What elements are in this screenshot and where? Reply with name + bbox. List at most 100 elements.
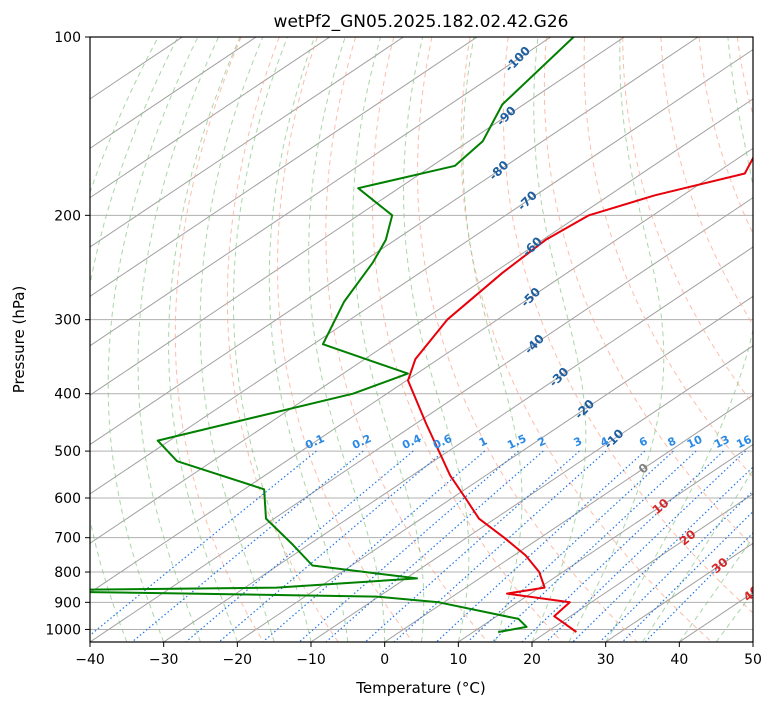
- moist-adiabat: [679, 37, 775, 642]
- moist-adiabat: [463, 37, 522, 642]
- plot-frame: [90, 37, 753, 642]
- y-tick-label: 300: [54, 313, 81, 329]
- x-tick-label: −10: [296, 652, 326, 668]
- isotherm: [0, 37, 775, 642]
- pressure-gridlines: [90, 37, 753, 629]
- moist-adiabat: [606, 37, 761, 642]
- mixing-ratio-line: [365, 451, 579, 642]
- mixing-ratio-label: 3: [572, 434, 584, 449]
- mixing-ratio-label: 0.1: [303, 432, 326, 452]
- isotherm: [0, 37, 772, 642]
- moist-adiabat: [404, 37, 469, 642]
- mixing-ratio-line: [492, 451, 696, 642]
- moist-adiabat: [79, 37, 178, 642]
- mixing-ratio-line: [573, 451, 770, 642]
- x-tick-label: −20: [223, 652, 253, 668]
- y-tick-label: 700: [54, 531, 81, 547]
- mixing-ratio-line: [436, 451, 644, 642]
- isotherm: [164, 37, 775, 642]
- isotherm: [458, 37, 775, 642]
- isotherm: [606, 37, 775, 642]
- isotherm-label: -90: [494, 103, 519, 128]
- x-tick-label: −40: [75, 652, 105, 668]
- mixing-ratio-line: [546, 451, 745, 642]
- moist-adiabat-label: 10: [650, 496, 672, 517]
- isotherm-lines: [0, 37, 775, 642]
- x-tick-label: 30: [597, 652, 615, 668]
- mixing-ratio-label: 2: [535, 434, 547, 449]
- mixing-ratio-label: 6: [637, 434, 650, 449]
- isotherm: [0, 37, 477, 642]
- moist-adiabat-label: 40: [741, 583, 763, 604]
- moist-adiabat: [716, 37, 775, 642]
- x-tick-label: 50: [744, 652, 762, 668]
- y-axis-label: Pressure (hPa): [10, 286, 28, 394]
- x-axis-label: Temperature (°C): [355, 679, 485, 697]
- moist-adiabat: [569, 37, 664, 642]
- moist-adiabat: [353, 37, 424, 642]
- y-axis-ticks: 100 200 300 400 500 600 700 800 900 1000: [45, 30, 90, 638]
- mixing-ratio-label: 0.4: [400, 432, 423, 452]
- isotherm: [0, 37, 256, 642]
- plot-area: 0.10.20.40.611.52346810131620253036-100-…: [0, 37, 775, 642]
- y-tick-label: 600: [54, 491, 81, 507]
- moist-adiabat: [753, 37, 775, 642]
- dry-adiabat: [418, 37, 638, 642]
- mixing-ratio-label: 10: [685, 433, 705, 451]
- dry-adiabat: [175, 37, 263, 642]
- dry-adiabat: [584, 37, 775, 642]
- isotherm-label: -70: [515, 188, 540, 213]
- moist-adiabat: [49, 37, 158, 642]
- isotherm: [0, 37, 403, 642]
- isotherm-label: -20: [572, 397, 597, 422]
- mixing-ratio-label: 20: [759, 433, 775, 451]
- mixing-ratio-label: 8: [666, 434, 678, 449]
- isotherm-label: -40: [522, 332, 547, 357]
- y-tick-label: 900: [54, 595, 81, 611]
- dry-adiabat: [661, 37, 775, 642]
- x-tick-label: −30: [149, 652, 179, 668]
- isotherm: [16, 37, 775, 642]
- isotherm-label: -50: [518, 285, 543, 310]
- mixing-ratio-line: [468, 451, 674, 642]
- y-tick-label: 1000: [45, 622, 81, 638]
- x-tick-label: 10: [449, 652, 467, 668]
- y-tick-label: 200: [54, 208, 81, 224]
- y-tick-label: 500: [54, 444, 81, 460]
- mixing-ratio-line: [326, 451, 543, 642]
- mixing-ratio-label: 1: [477, 434, 489, 449]
- moist-adiabat-label: 0: [636, 460, 651, 476]
- y-tick-label: 800: [54, 565, 81, 581]
- mixing-ratio-line: [82, 451, 317, 642]
- x-tick-label: 40: [670, 652, 688, 668]
- mixing-ratio-line: [263, 451, 485, 642]
- dewpoint-line: [0, 37, 574, 632]
- moist-adiabat: [138, 37, 218, 642]
- line-labels: 0.10.20.40.611.52346810131620253036-100-…: [303, 44, 775, 605]
- moist-adiabat-label: 20: [677, 527, 699, 548]
- moist-adiabat: [200, 37, 274, 642]
- mixing-ratio-line: [645, 451, 775, 642]
- dry-adiabat-lines: [175, 37, 775, 642]
- isotherm: [237, 37, 775, 642]
- isotherm: [679, 37, 775, 642]
- isotherm: [532, 37, 775, 642]
- isotherm-label: -80: [486, 158, 511, 183]
- isotherm: [753, 37, 775, 642]
- moist-adiabat: [108, 37, 198, 642]
- x-tick-label: 20: [523, 652, 541, 668]
- mixing-ratio-lines: [82, 451, 775, 642]
- isotherm: [0, 37, 330, 642]
- y-tick-label: 100: [54, 30, 81, 46]
- mixing-ratio-label: 0.2: [350, 432, 373, 452]
- moist-adiabat: [169, 37, 240, 642]
- y-tick-label: 400: [54, 387, 81, 403]
- dry-adiabat: [461, 37, 712, 642]
- isotherm: [385, 37, 775, 642]
- chart-title: wetPf2_GN05.2025.182.02.42.G26: [274, 12, 569, 32]
- dry-adiabat: [623, 37, 775, 642]
- mixing-ratio-line: [622, 451, 775, 642]
- mixing-ratio-label: 16: [734, 433, 754, 451]
